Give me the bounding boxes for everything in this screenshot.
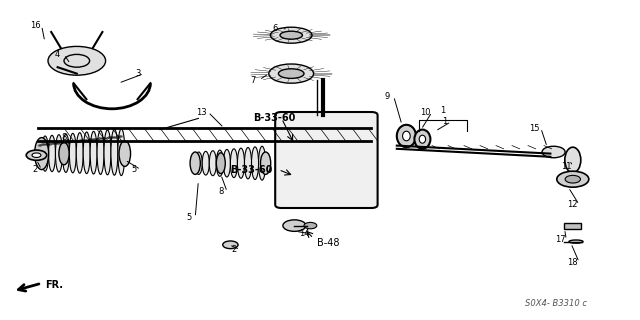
Circle shape xyxy=(557,171,589,187)
Ellipse shape xyxy=(270,27,312,43)
Text: 16: 16 xyxy=(30,21,40,30)
Text: B-33-60: B-33-60 xyxy=(230,164,273,175)
Ellipse shape xyxy=(216,153,225,173)
Text: 11: 11 xyxy=(561,162,572,171)
Ellipse shape xyxy=(97,131,104,174)
Text: 13: 13 xyxy=(196,108,207,116)
Ellipse shape xyxy=(403,131,410,141)
Text: 7: 7 xyxy=(250,76,255,84)
Ellipse shape xyxy=(209,151,216,176)
Circle shape xyxy=(542,146,565,158)
Text: 10: 10 xyxy=(420,108,431,116)
Text: 8: 8 xyxy=(61,133,67,142)
Ellipse shape xyxy=(111,129,118,175)
Text: 1: 1 xyxy=(440,106,445,115)
Ellipse shape xyxy=(63,134,69,172)
Text: S0X4- B3310 c: S0X4- B3310 c xyxy=(525,300,587,308)
Ellipse shape xyxy=(223,149,230,177)
Ellipse shape xyxy=(56,135,63,172)
Ellipse shape xyxy=(569,240,583,243)
Text: 9: 9 xyxy=(385,92,390,100)
Circle shape xyxy=(223,241,238,249)
Text: 6: 6 xyxy=(273,24,278,33)
Ellipse shape xyxy=(278,69,304,78)
Ellipse shape xyxy=(76,133,83,173)
Circle shape xyxy=(565,175,580,183)
Ellipse shape xyxy=(49,135,56,172)
Ellipse shape xyxy=(415,130,431,149)
Ellipse shape xyxy=(419,135,426,143)
Text: FR.: FR. xyxy=(45,280,63,290)
Text: 14: 14 xyxy=(299,229,309,238)
Text: 2: 2 xyxy=(231,245,236,254)
Text: 3: 3 xyxy=(135,69,140,78)
Ellipse shape xyxy=(35,138,49,170)
Ellipse shape xyxy=(237,148,244,178)
Text: 4: 4 xyxy=(55,50,60,59)
Circle shape xyxy=(26,150,47,160)
Ellipse shape xyxy=(259,146,266,180)
Circle shape xyxy=(48,46,106,75)
Ellipse shape xyxy=(564,147,581,173)
Ellipse shape xyxy=(83,132,90,173)
Ellipse shape xyxy=(244,148,252,179)
Text: 5: 5 xyxy=(132,165,137,174)
Ellipse shape xyxy=(59,142,69,165)
Ellipse shape xyxy=(202,151,209,175)
Ellipse shape xyxy=(90,131,97,174)
Ellipse shape xyxy=(269,64,314,83)
Ellipse shape xyxy=(119,141,131,166)
Text: 2: 2 xyxy=(33,165,38,174)
Bar xyxy=(564,223,581,229)
Ellipse shape xyxy=(42,136,49,171)
Text: 5: 5 xyxy=(186,213,191,222)
Circle shape xyxy=(32,153,41,157)
Ellipse shape xyxy=(195,152,202,174)
Ellipse shape xyxy=(230,149,237,178)
Ellipse shape xyxy=(118,129,125,176)
Text: B-48: B-48 xyxy=(317,238,339,248)
Text: 17: 17 xyxy=(555,236,565,244)
Ellipse shape xyxy=(216,150,223,176)
Ellipse shape xyxy=(252,147,259,180)
Ellipse shape xyxy=(69,133,76,173)
Ellipse shape xyxy=(260,152,271,174)
Text: 15: 15 xyxy=(529,124,540,132)
Ellipse shape xyxy=(397,125,416,147)
Text: 1: 1 xyxy=(442,117,447,126)
Text: 12: 12 xyxy=(568,200,578,209)
Ellipse shape xyxy=(280,31,302,39)
Circle shape xyxy=(304,222,317,229)
Ellipse shape xyxy=(104,130,111,175)
Circle shape xyxy=(283,220,306,231)
FancyBboxPatch shape xyxy=(275,112,378,208)
Text: 8: 8 xyxy=(218,188,223,196)
Text: B-33-60: B-33-60 xyxy=(253,113,295,124)
Text: 18: 18 xyxy=(568,258,578,267)
Ellipse shape xyxy=(190,152,200,174)
